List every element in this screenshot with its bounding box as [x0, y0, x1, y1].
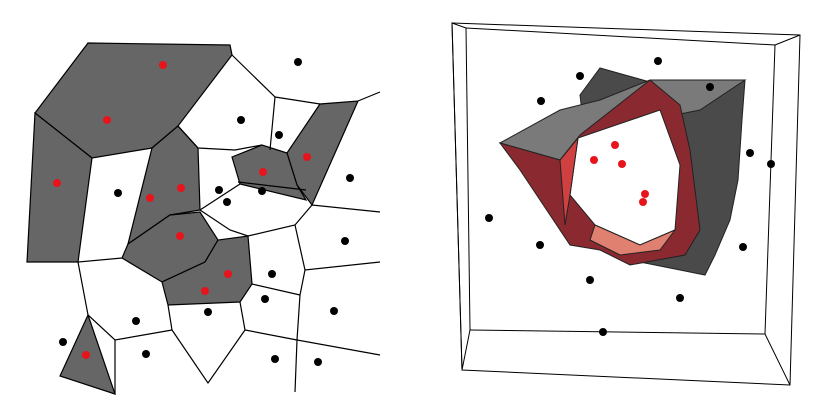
edges	[77, 54, 381, 394]
points	[53, 58, 354, 366]
pink-face	[589, 224, 677, 256]
red-face	[559, 136, 579, 226]
cell	[161, 235, 253, 306]
voronoi-3d	[451, 22, 801, 386]
points	[485, 57, 775, 336]
voronoi-2d	[26, 42, 381, 395]
cube	[451, 22, 801, 386]
